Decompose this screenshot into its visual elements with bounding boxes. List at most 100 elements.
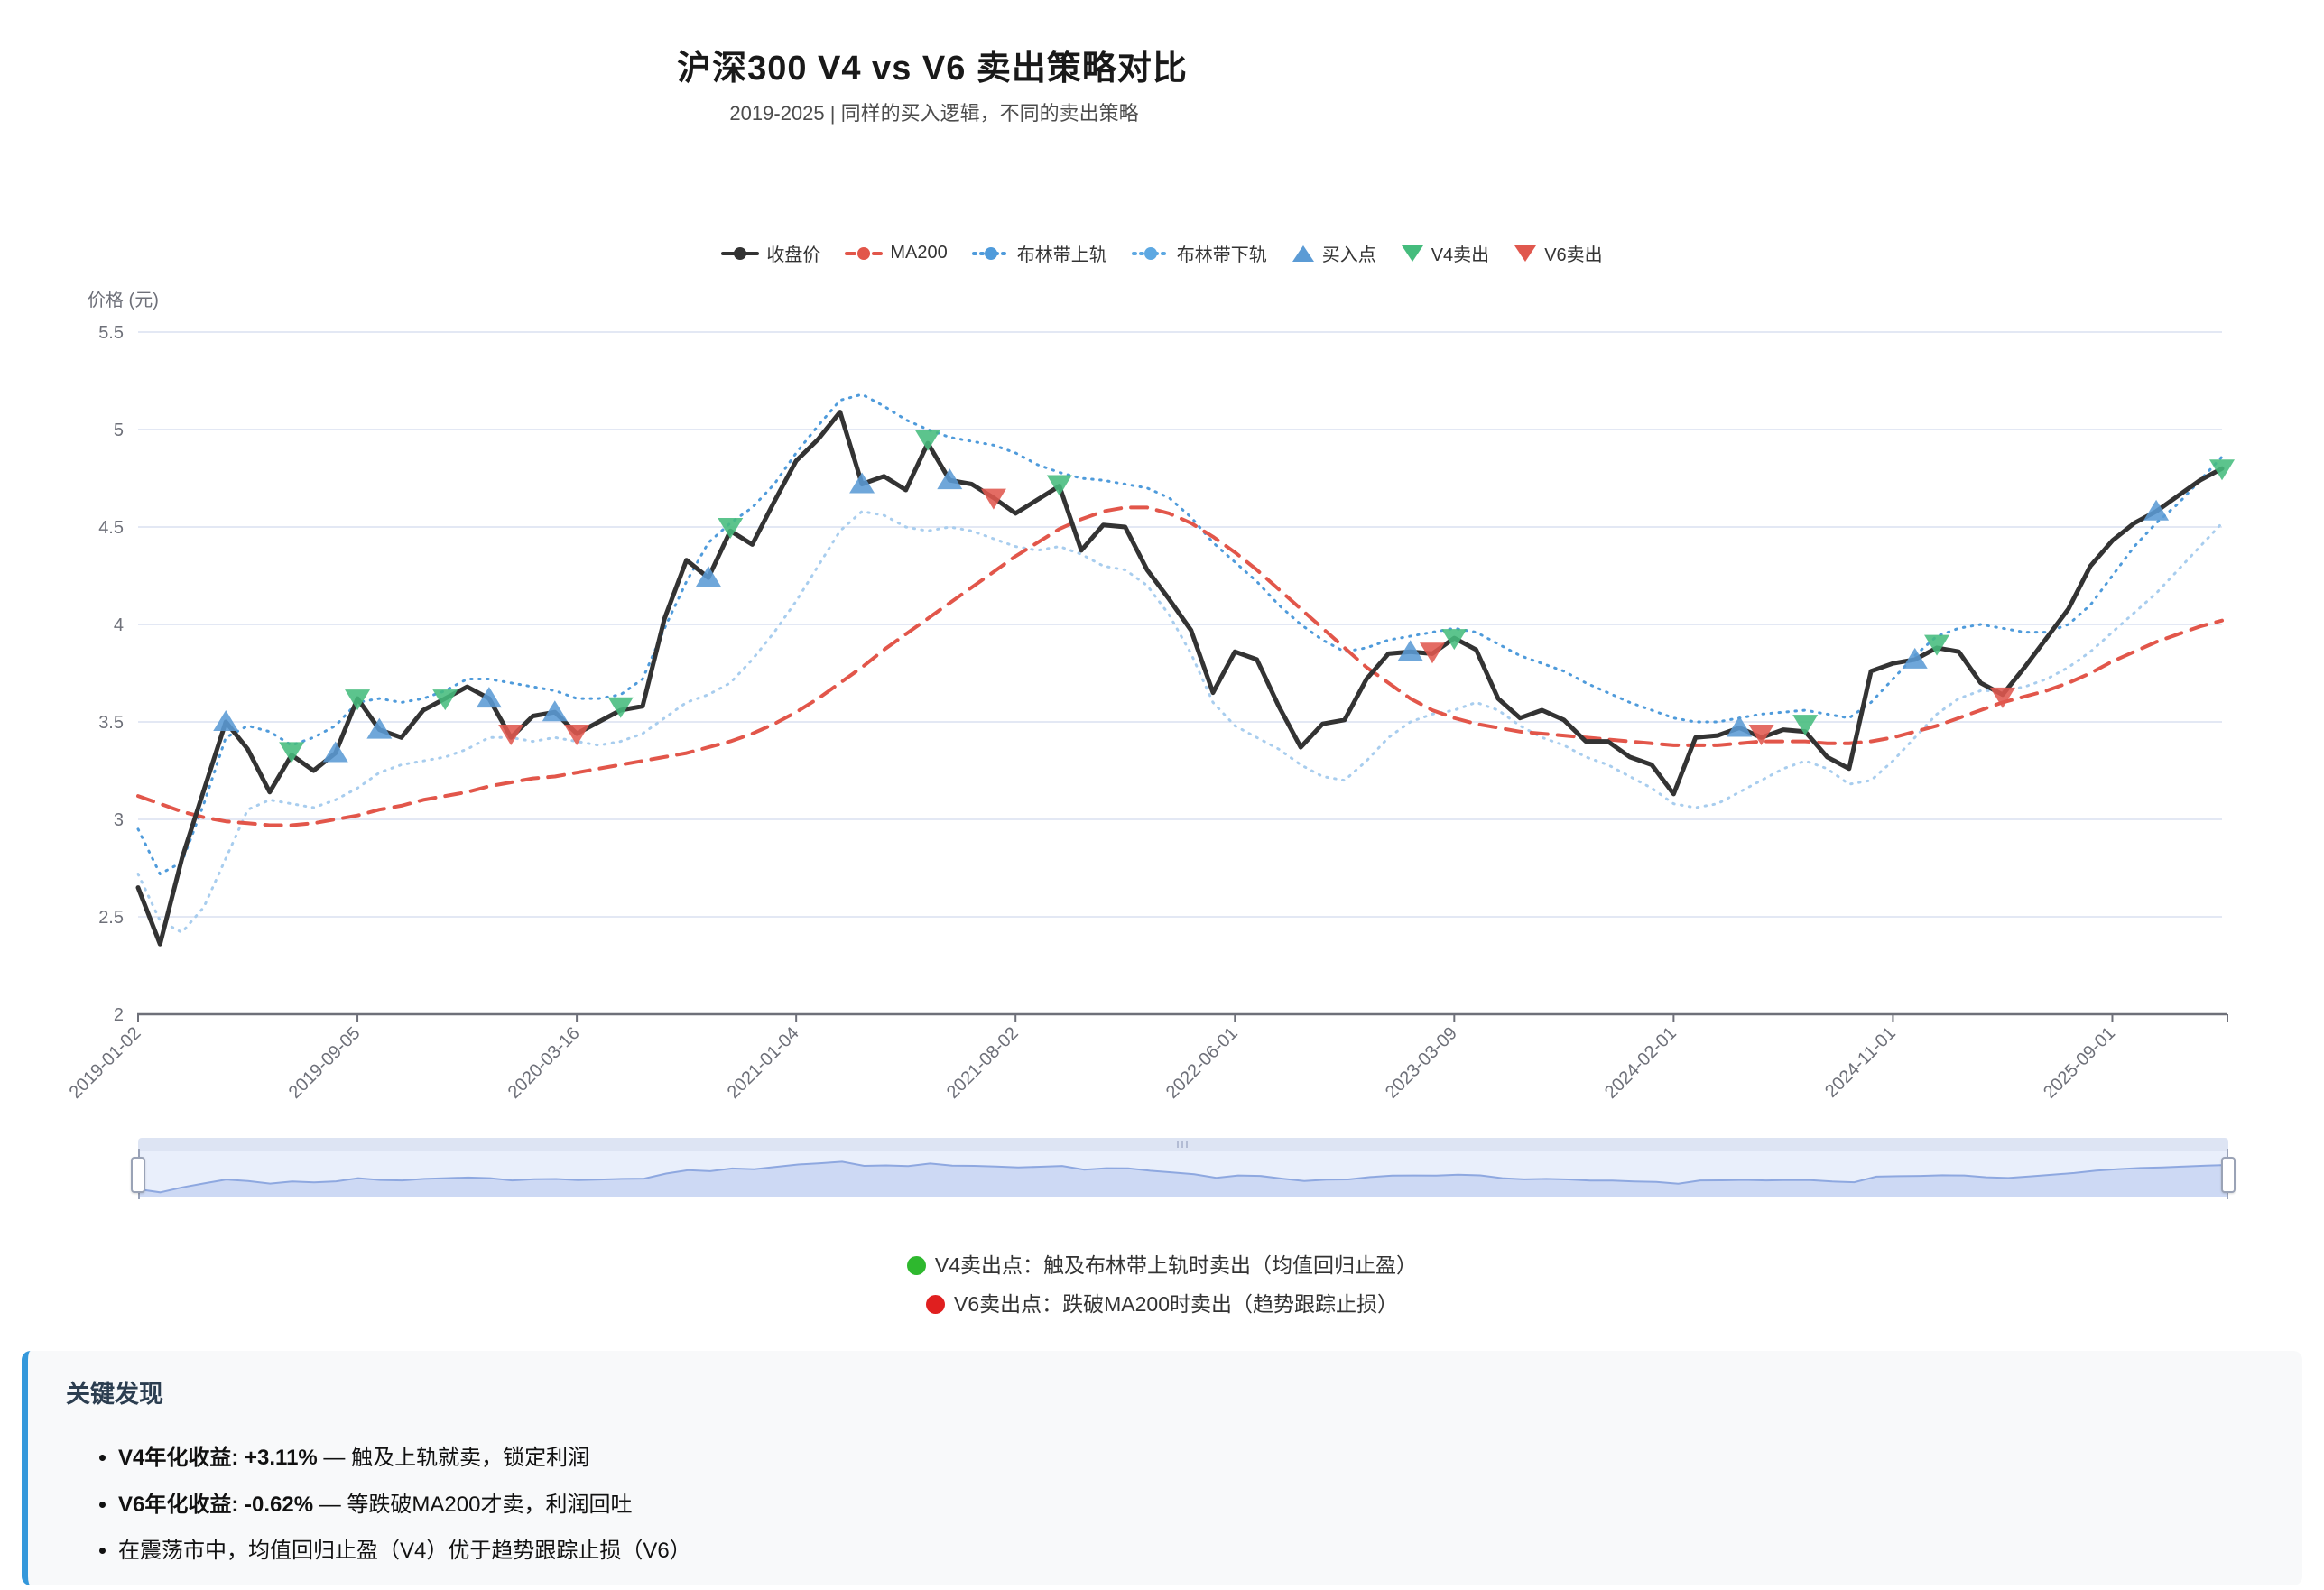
买入点-marker[interactable] xyxy=(2143,499,2170,521)
svg-text:2025-09-01: 2025-09-01 xyxy=(2040,1023,2119,1103)
slider-right-handle[interactable] xyxy=(2221,1157,2236,1193)
买入点-marker[interactable] xyxy=(1902,647,1928,669)
page-subtitle: 2019-2025 | 同样的买入逻辑，不同的卖出策略 xyxy=(729,102,1139,125)
svg-text:2019-09-05: 2019-09-05 xyxy=(285,1023,365,1103)
legend-label: 买入点 xyxy=(1321,245,1376,265)
findings-list: V4年化收益: +3.11% — 触及上轨就卖，锁定利润V6年化收益: -0.6… xyxy=(66,1435,2264,1575)
V6卖出-marker[interactable] xyxy=(564,724,590,745)
V4卖出-marker[interactable] xyxy=(718,518,744,539)
line-dotted-icon xyxy=(971,246,1010,260)
note-text: V4卖出点：触及布林带上轨时卖出（均值回归止盈） xyxy=(934,1253,1418,1277)
price-chart-svg[interactable]: 2 2.5 3 3.5 4 4.5 5 5.5 价格 (元) 2019-01-02 2019-09-… xyxy=(0,0,2324,1137)
legend-label: 布林带上轨 xyxy=(1016,245,1107,265)
V6卖出-marker[interactable] xyxy=(498,724,524,745)
finding-bold: V6年化收益: -0.62% xyxy=(118,1492,314,1517)
svg-text:2021-08-02: 2021-08-02 xyxy=(943,1023,1023,1103)
series-bb-upper xyxy=(136,393,2224,875)
svg-text:2023-03-09: 2023-03-09 xyxy=(1382,1023,1461,1103)
V4卖出-marker[interactable] xyxy=(1046,475,1072,496)
green-dot-icon xyxy=(906,1256,926,1275)
chart-legend: 收盘价 MA200 布林带上轨 布林带下轨 买入点 V4卖出 V6卖出 xyxy=(0,240,2324,266)
page-title: 沪深300 V4 vs V6 卖出策略对比 xyxy=(677,50,1188,88)
price-chart[interactable]: 2 2.5 3 3.5 4 4.5 5 5.5 价格 (元) 2019-01-02 2019-09-… xyxy=(0,0,2324,1137)
finding-text: 在震荡市中，均值回归止盈（V4）优于趋势跟踪止损（V6） xyxy=(118,1539,691,1564)
line-dashed-icon xyxy=(845,246,884,260)
V4卖出-marker[interactable] xyxy=(1792,715,1819,736)
legend-label: V4卖出 xyxy=(1431,245,1490,265)
datazoom-slider[interactable] xyxy=(131,1138,2236,1199)
V4卖出-marker[interactable] xyxy=(1924,634,1950,656)
note-v6-sell: V6卖出点：跌破MA200时卖出（趋势跟踪止损） xyxy=(0,1287,2324,1317)
svg-text:5.5: 5.5 xyxy=(98,323,124,343)
note-text: V6卖出点：跌破MA200时卖出（趋势跟踪止损） xyxy=(953,1292,1398,1316)
y-axis-name: 价格 (元) xyxy=(88,290,159,310)
line-solid-icon xyxy=(721,246,760,260)
svg-text:4: 4 xyxy=(114,615,124,635)
legend-item-4[interactable]: 布林带下轨 xyxy=(1131,240,1267,266)
svg-text:3: 3 xyxy=(114,810,124,830)
x-axis: 2019-01-02 2019-09-05 2020-03-16 2021-01-04… xyxy=(66,1012,2228,1103)
line-dotted-icon xyxy=(1131,246,1170,260)
svg-text:2022-06-01: 2022-06-01 xyxy=(1162,1023,1242,1103)
V4卖出-marker[interactable] xyxy=(1441,629,1468,651)
legend-item-6[interactable]: V4卖出 xyxy=(1401,240,1489,266)
gridlines xyxy=(138,331,2222,918)
买入点-marker[interactable] xyxy=(695,566,721,587)
triangle-down-icon xyxy=(1401,245,1423,262)
legend-item-7[interactable]: V6卖出 xyxy=(1514,240,1603,266)
series-ma200 xyxy=(136,505,2224,827)
买入点-marker[interactable] xyxy=(1727,716,1753,737)
V6卖出-marker[interactable] xyxy=(980,488,1006,510)
V4卖出-marker[interactable] xyxy=(432,689,458,711)
finding-text: — 触及上轨就卖，锁定利润 xyxy=(317,1446,590,1470)
series-close xyxy=(135,410,2225,947)
V4卖出-marker[interactable] xyxy=(279,742,305,763)
V4卖出-marker[interactable] xyxy=(2209,459,2235,481)
买入点-marker[interactable] xyxy=(937,468,963,490)
slider-left-handle[interactable] xyxy=(131,1157,145,1193)
legend-item-5[interactable]: 买入点 xyxy=(1292,240,1376,266)
买入点-marker[interactable] xyxy=(213,710,239,731)
svg-text:2020-03-16: 2020-03-16 xyxy=(505,1023,584,1103)
markers-v6-sell xyxy=(498,488,2015,745)
V6卖出-marker[interactable] xyxy=(1420,642,1446,664)
y-axis-labels: 2 2.5 3 3.5 4 4.5 5 5.5 xyxy=(98,323,124,1025)
series-bb-lower xyxy=(136,510,2224,934)
slider-move-handle[interactable] xyxy=(138,1138,2228,1151)
V6卖出-marker[interactable] xyxy=(1748,724,1774,745)
svg-text:5: 5 xyxy=(114,421,124,440)
svg-text:4.5: 4.5 xyxy=(98,518,124,538)
triangle-up-icon xyxy=(1292,245,1314,262)
findings-title: 关键发现 xyxy=(66,1381,163,1408)
note-v4-sell: V4卖出点：触及布林带上轨时卖出（均值回归止盈） xyxy=(0,1248,2324,1279)
买入点-marker[interactable] xyxy=(849,472,875,494)
legend-label: MA200 xyxy=(890,243,948,263)
finding-item: V6年化收益: -0.62% — 等跌破MA200才卖，利润回吐 xyxy=(118,1482,2264,1529)
V4卖出-marker[interactable] xyxy=(914,430,940,451)
legend-item-2[interactable]: MA200 xyxy=(845,243,948,263)
svg-text:2019-01-02: 2019-01-02 xyxy=(66,1023,145,1103)
svg-text:2024-11-01: 2024-11-01 xyxy=(1821,1023,1900,1102)
买入点-marker[interactable] xyxy=(366,717,393,739)
V4卖出-marker[interactable] xyxy=(607,697,634,718)
red-dot-icon xyxy=(925,1295,945,1314)
finding-item: V4年化收益: +3.11% — 触及上轨就卖，锁定利润 xyxy=(118,1435,2264,1482)
legend-item-3[interactable]: 布林带上轨 xyxy=(971,240,1107,266)
V6卖出-marker[interactable] xyxy=(1989,687,2015,708)
finding-item: 在震荡市中，均值回归止盈（V4）优于趋势跟踪止损（V6） xyxy=(118,1528,2264,1575)
svg-text:2.5: 2.5 xyxy=(98,908,124,928)
买入点-marker[interactable] xyxy=(322,741,348,763)
买入点-marker[interactable] xyxy=(542,700,568,722)
legend-label: 布林带下轨 xyxy=(1176,245,1267,265)
slider-minimap xyxy=(138,1160,2228,1197)
svg-text:2021-01-04: 2021-01-04 xyxy=(724,1023,803,1103)
买入点-marker[interactable] xyxy=(1397,640,1423,661)
svg-text:2: 2 xyxy=(114,1005,124,1025)
V4卖出-marker[interactable] xyxy=(345,689,371,711)
买入点-marker[interactable] xyxy=(476,687,502,708)
svg-text:3.5: 3.5 xyxy=(98,713,124,733)
findings-card: 关键发现 V4年化收益: +3.11% — 触及上轨就卖，锁定利润V6年化收益:… xyxy=(22,1351,2302,1585)
svg-text:2024-02-01: 2024-02-01 xyxy=(1601,1023,1681,1103)
legend-item-1[interactable]: 收盘价 xyxy=(721,240,820,266)
